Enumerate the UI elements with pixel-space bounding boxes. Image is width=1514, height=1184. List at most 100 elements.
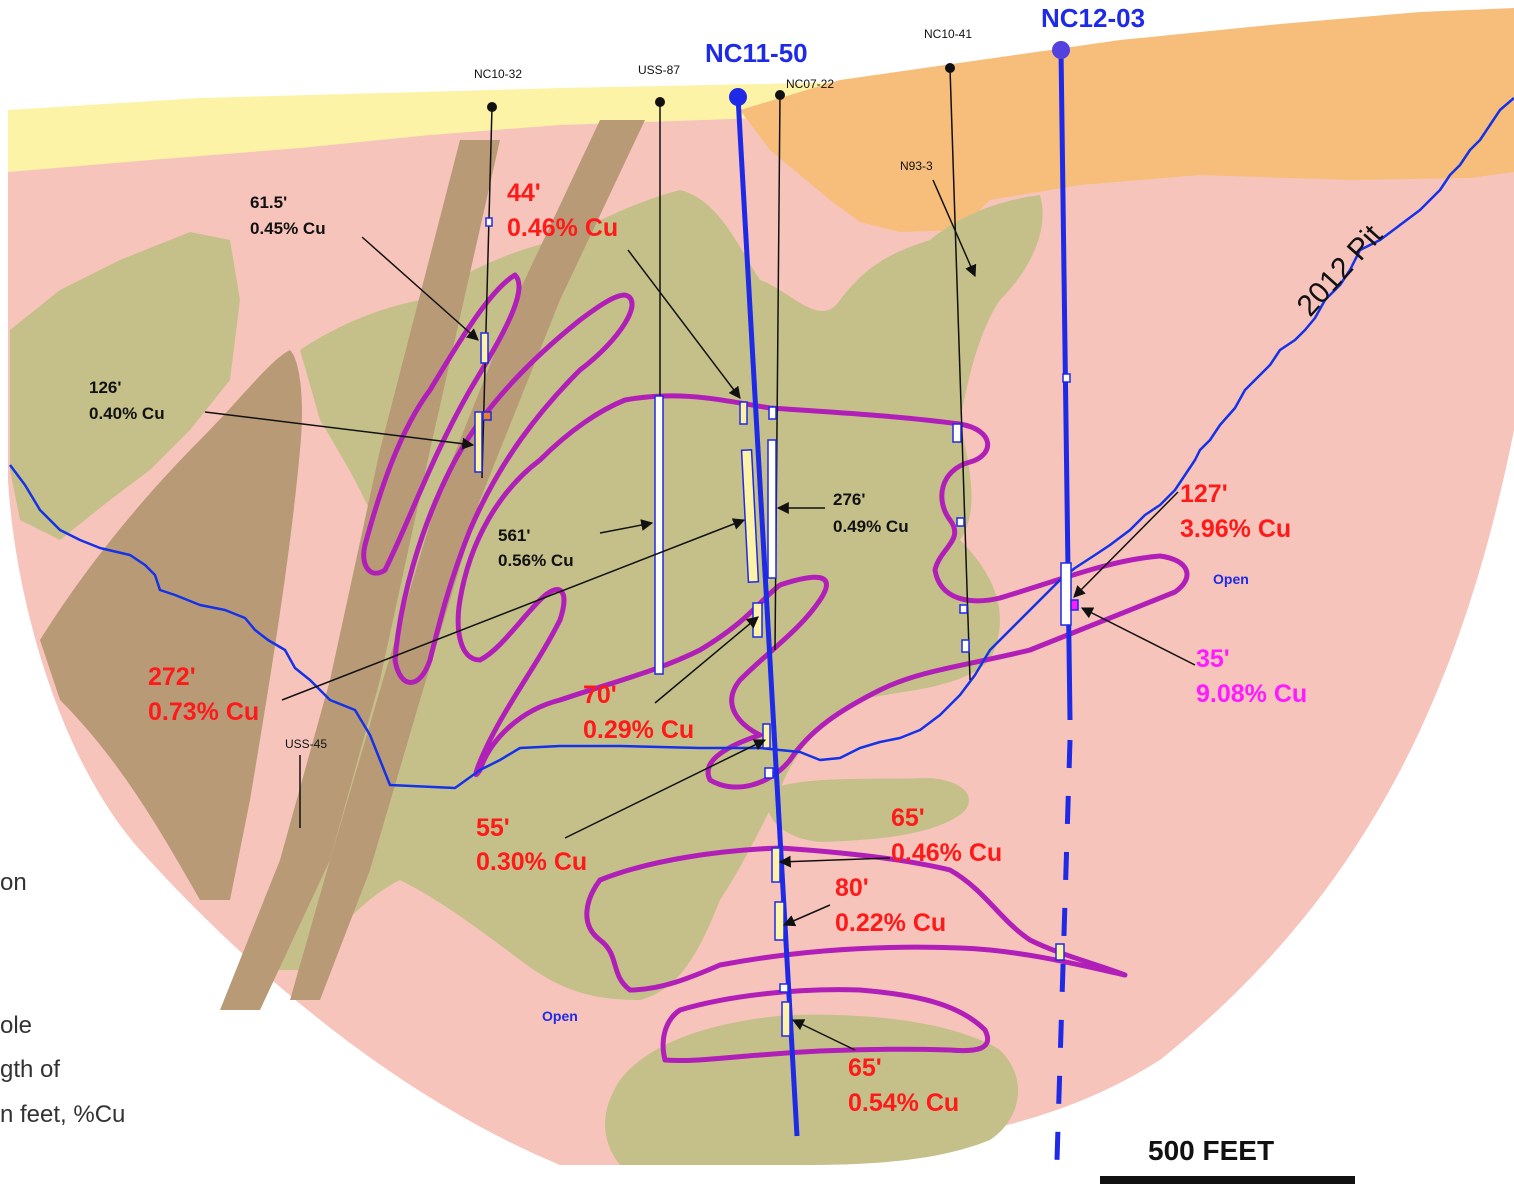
collar-nc12-03 [1052, 41, 1070, 59]
intercept-grade: 0.46% Cu [507, 214, 618, 242]
pit-2012-line [9, 97, 1514, 790]
leader-line [361, 236, 479, 341]
gravel-unit [740, 8, 1514, 232]
intercept-grade: 0.56% Cu [498, 551, 574, 570]
leader-line [599, 519, 654, 534]
intercept-length: 35' [1196, 645, 1230, 673]
hole-label-uss-87: USS-87 [638, 63, 680, 77]
alluvium-unit [8, 76, 1000, 172]
intercept-box [474, 411, 483, 473]
intercept-length: 80' [835, 874, 869, 902]
intercept-box [781, 1001, 791, 1037]
scale-bar [1100, 1176, 1355, 1184]
hole-label-nc07-22: NC07-22 [786, 77, 834, 91]
legend-fragment: on ole gth of n feet, %Cu [0, 869, 125, 1128]
leader-line [1073, 491, 1179, 598]
intercept-box [480, 332, 489, 364]
intercept-grade: 0.30% Cu [476, 848, 587, 876]
intercept-length: 276' [833, 490, 865, 509]
leader-line [204, 411, 475, 450]
intercept-box [952, 423, 962, 443]
olive-unit-lower-2 [605, 1014, 1019, 1165]
drillhole-nc12-03-projected [1054, 739, 1073, 1161]
collar-nc10-32 [487, 102, 497, 112]
intercept-box [959, 604, 968, 614]
hole-label-nc10-32: NC10-32 [474, 67, 522, 81]
intercept-grade: 0.22% Cu [835, 909, 946, 937]
intercept-annotations: 44' 0.46% Cu 61.5' 0.45% Cu 126' 0.40% C… [89, 179, 1307, 1117]
drillhole-nc11-50-trace [735, 96, 800, 1137]
intercept-box [485, 217, 493, 227]
leader-line [1080, 607, 1196, 666]
ore-shell-3 [455, 393, 1190, 790]
open-label: Open [542, 1008, 578, 1024]
ore-shell-1 [361, 272, 522, 576]
intercept-box [956, 517, 965, 527]
open-label: Open [1213, 571, 1249, 587]
intercept-box [1055, 943, 1065, 961]
intercept-grade: 0.45% Cu [250, 219, 326, 238]
intercept-length: 61.5' [250, 193, 287, 212]
ore-shell-2 [392, 292, 635, 685]
legend-text: gth of [0, 1056, 60, 1083]
leader-line [791, 1019, 856, 1051]
leader-line [627, 249, 741, 399]
intercept-length: 65' [891, 804, 925, 832]
intercept-box [740, 449, 760, 583]
hole-label-uss-45: USS-45 [285, 737, 327, 751]
collar-nc11-50 [729, 88, 747, 106]
leader-line [932, 179, 977, 278]
intercept-length: 55' [476, 814, 510, 842]
legend-text: n feet, %Cu [0, 1101, 125, 1128]
collar-nc10-41 [945, 63, 955, 73]
dike-unit-1 [220, 140, 500, 1010]
intercept-length: 126' [89, 378, 121, 397]
drillhole-nc10-41-trace [949, 67, 971, 681]
intercept-box [482, 411, 492, 421]
leader-lines [204, 179, 1196, 1051]
intercept-length: 70' [583, 681, 617, 709]
intercept-box [771, 847, 781, 883]
intercept-box [767, 439, 777, 579]
intercept-grade: 0.49% Cu [833, 517, 909, 536]
intercept-box [1062, 373, 1071, 383]
intercept-grade: 9.08% Cu [1196, 680, 1307, 708]
intercept-box [764, 767, 774, 779]
olive-unit-central [250, 190, 1043, 1000]
hole-label-n93-3: N93-3 [900, 159, 933, 173]
dike-unit-2 [290, 120, 645, 1000]
hole-labels: NC10-32 USS-87 NC07-22 NC10-41 NC11-50 N… [285, 3, 1145, 751]
leader-line [564, 739, 767, 839]
intercept-grade: 0.29% Cu [583, 716, 694, 744]
dike-unit-3 [40, 350, 302, 900]
intercept-boxes [474, 217, 1079, 1037]
intercept-grade: 0.40% Cu [89, 404, 165, 423]
leader-line [281, 518, 746, 701]
intercept-grade: 3.96% Cu [1180, 515, 1291, 543]
intercept-box [654, 395, 664, 675]
intercept-grade: 0.54% Cu [848, 1089, 959, 1117]
intercept-grade: 0.46% Cu [891, 839, 1002, 867]
intercept-box [739, 401, 748, 425]
intercept-length: 272' [148, 663, 196, 691]
ore-shell-4 [584, 845, 1128, 993]
scale-bar-label: 500 FEET [1148, 1135, 1274, 1166]
hole-label-nc12-03: NC12-03 [1041, 3, 1145, 33]
collar-markers [487, 63, 955, 112]
ore-shell-5 [660, 987, 990, 1064]
leader-line [654, 616, 759, 704]
ore-shells [361, 272, 1190, 1064]
intercept-length: 561' [498, 526, 530, 545]
olive-unit-left [10, 232, 240, 540]
leader-line [782, 904, 831, 927]
intercept-box [768, 406, 777, 420]
collar-uss-87 [655, 97, 665, 107]
hole-label-nc10-41: NC10-41 [924, 27, 972, 41]
intercept-box [774, 901, 785, 941]
olive-unit-lower-1 [767, 778, 969, 842]
intercept-length: 65' [848, 1054, 882, 1082]
intercept-grade: 0.73% Cu [148, 698, 259, 726]
intercept-box [1060, 562, 1072, 626]
